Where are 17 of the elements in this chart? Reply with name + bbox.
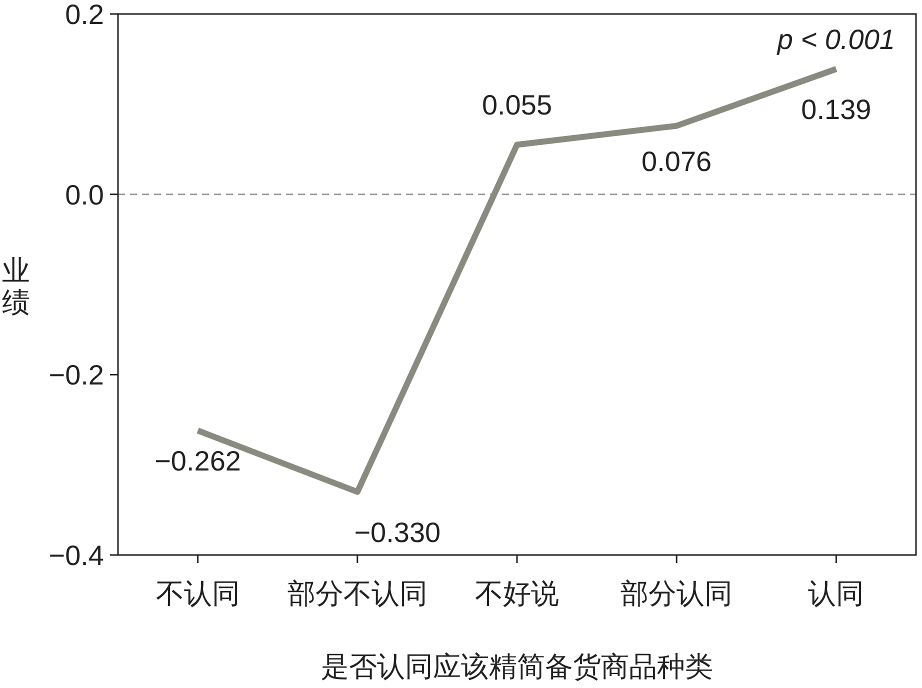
x-tick-label: 部分不认同	[287, 578, 428, 609]
annotation: p < 0.001	[776, 24, 895, 55]
x-tick-label: 不认同	[156, 578, 240, 609]
x-tick-label: 不好说	[475, 578, 559, 609]
text: −0.330	[354, 516, 441, 548]
x-tick-label: 部分认同	[620, 578, 733, 609]
text: −0.262	[154, 446, 242, 477]
text: 0.055	[482, 90, 552, 121]
text: 0.076	[642, 146, 712, 177]
x-tick-label: 认同	[808, 578, 864, 609]
text: 0.139	[801, 94, 872, 125]
y-tick-label: −0.2	[48, 360, 104, 391]
y-tick-label: 0.0	[65, 179, 104, 210]
y-axis-title: 业绩	[2, 255, 30, 318]
y-tick-label: 0.2	[65, 0, 104, 30]
x-axis-title: 是否认同应该精简备货商品种类	[321, 651, 713, 682]
y-tick-label: −0.4	[48, 540, 104, 571]
